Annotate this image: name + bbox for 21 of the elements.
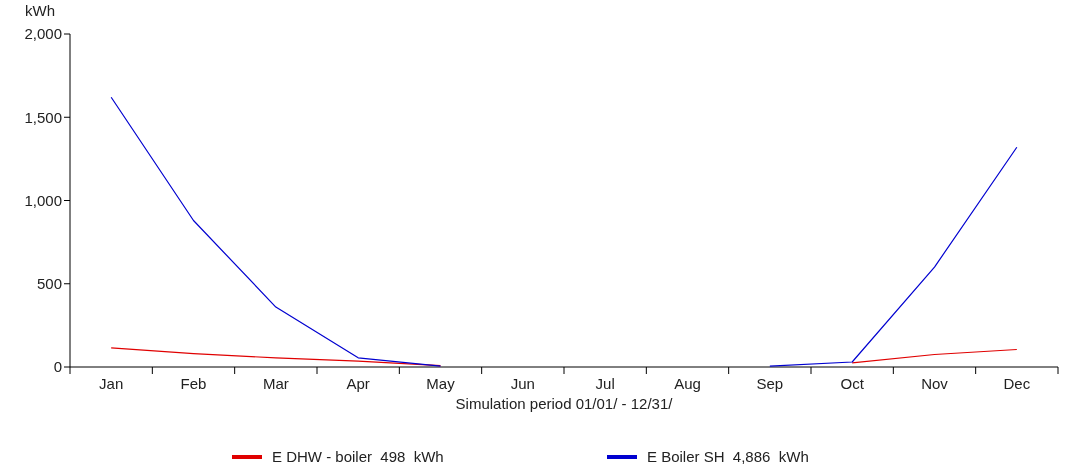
x-tick-label: Aug [674,375,701,392]
y-tick-label: 1,000 [24,191,62,209]
x-tick-label: Oct [840,375,865,392]
x-tick-label: Sep [756,375,784,392]
y-tick-label: 500 [36,275,62,292]
y-tick-label: 0 [53,358,62,376]
y-axis-title: kWh [25,2,55,19]
x-tick-label: Mar [262,375,289,392]
x-tick-label: Apr [346,375,370,392]
x-tick-label: Jan [99,375,124,392]
x-tick-label: Nov [921,375,949,392]
x-axis-title: Simulation period 01/01/ - 12/31/ [455,395,674,412]
y-tick-label: 2,000 [24,25,62,43]
y-tick-label: 1,500 [24,108,62,126]
x-tick-label: Jun [510,375,535,392]
legend-label: E Boiler SH 4,886 kWh [647,448,809,466]
x-tick-label: May [426,375,456,392]
x-tick-label: Feb [180,375,207,392]
legend-label: E DHW - boiler 498 kWh [272,448,444,466]
x-tick-label: Dec [1003,375,1031,392]
x-tick-label: Jul [595,375,615,392]
